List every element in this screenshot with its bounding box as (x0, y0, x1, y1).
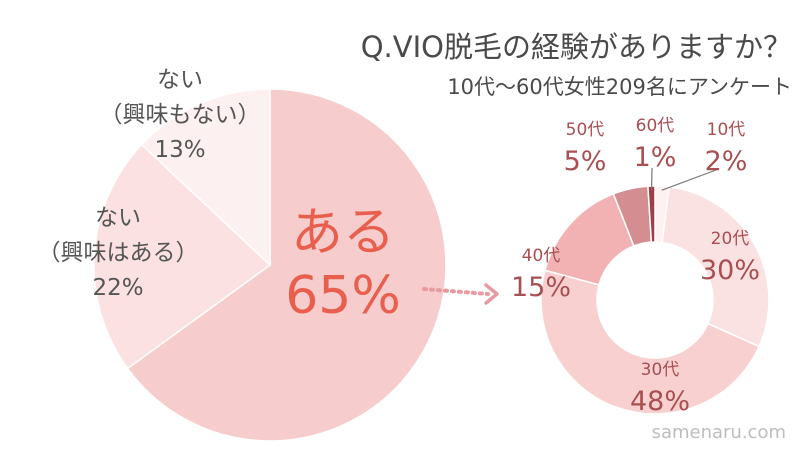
chart-subtitle: 10代〜60代女性209名にアンケート (447, 75, 792, 99)
donut-label-2: 30代 (641, 360, 680, 380)
donut-slice-2 (540, 269, 761, 415)
donut-label-3: 40代 (522, 246, 561, 266)
pie-slice-1 (93, 143, 272, 370)
age-donut (540, 185, 770, 415)
donut-value-0: 2% (705, 146, 748, 177)
donut-label-0: 10代 (707, 120, 746, 140)
arrow-to-donut (422, 283, 499, 305)
pie-value-yes: 65% (285, 266, 401, 326)
donut-value-5: 1% (634, 142, 677, 173)
pie-label-no-interested: ない（興味はある） 22% (38, 205, 199, 301)
pie-label-yes: ある (291, 203, 395, 263)
arrow-head-icon (484, 283, 499, 305)
donut-label-1: 20代 (711, 229, 750, 249)
donut-connectors (650, 167, 717, 191)
pie-slice-0 (126, 88, 447, 442)
donut-value-1: 30% (700, 255, 760, 286)
donut-label-5: 60代 (636, 116, 675, 136)
donut-slice-5 (647, 185, 656, 243)
donut-value-2: 48% (630, 386, 690, 417)
main-pie (93, 88, 447, 442)
watermark: samenaru.com (652, 422, 786, 443)
pie-slice-2 (140, 88, 271, 267)
donut-label-4: 50代 (566, 120, 605, 140)
pie-label-no-uninterested: ない（興味もない） 13% (100, 67, 261, 163)
connector-10s (661, 169, 717, 191)
donut-slice-1 (661, 186, 770, 348)
donut-value-3: 15% (511, 272, 571, 303)
chart-title: Q.VIO脱毛の経験がありますか？ (361, 30, 792, 64)
arrow-dots (422, 287, 490, 296)
donut-value-4: 5% (564, 146, 607, 177)
